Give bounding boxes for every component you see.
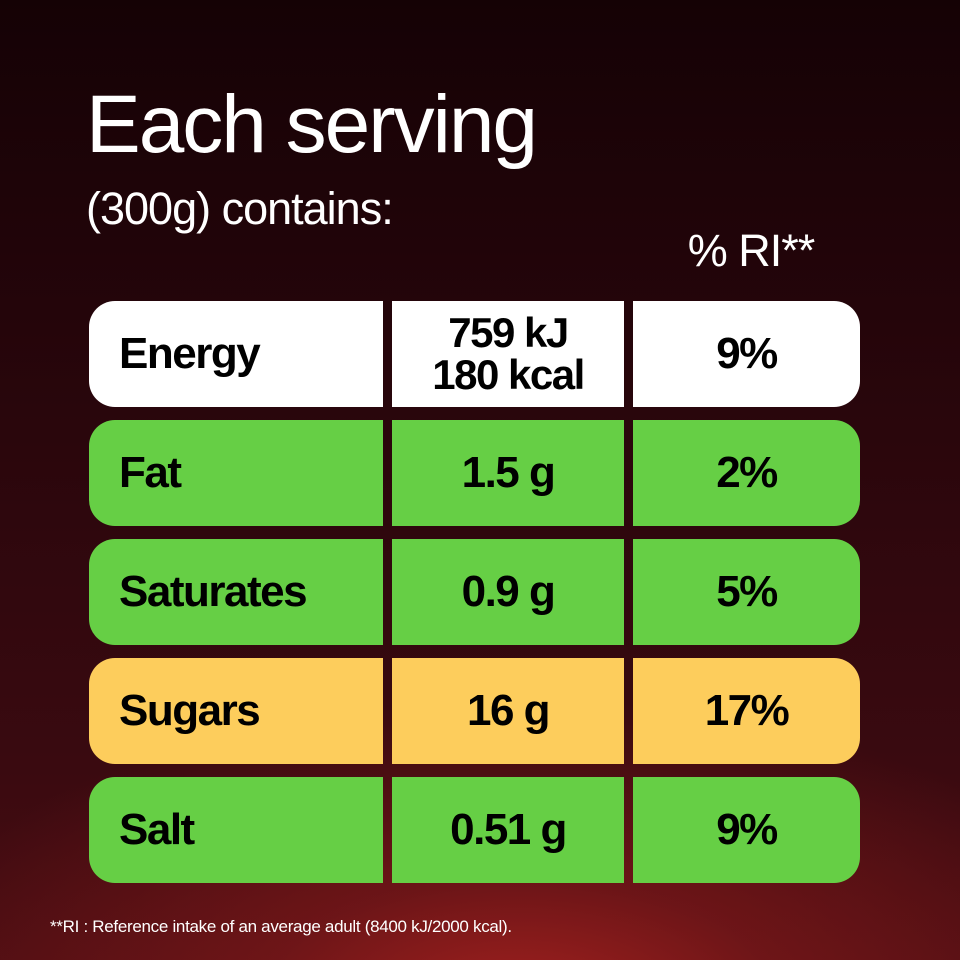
nutrient-name: Fat bbox=[89, 420, 383, 526]
nutrient-ri-percent: 5% bbox=[633, 539, 860, 645]
nutrient-name: Salt bbox=[89, 777, 383, 883]
nutrient-name: Sugars bbox=[89, 658, 383, 764]
nutrient-amount: 1.5 g bbox=[392, 420, 624, 526]
page-title: Each serving bbox=[86, 79, 538, 170]
energy-kcal-value: 180 kcal bbox=[432, 351, 585, 398]
energy-kj-value: 759 kJ bbox=[448, 309, 569, 356]
ri-footnote: **RI : Reference intake of an average ad… bbox=[50, 917, 512, 936]
nutrition-row-saturates: Saturates 0.9 g 5% bbox=[89, 539, 860, 645]
nutrient-ri-percent: 9% bbox=[633, 301, 860, 407]
nutrient-ri-percent: 2% bbox=[633, 420, 860, 526]
nutrient-amount: 0.51 g bbox=[392, 777, 624, 883]
nutrient-ri-percent: 9% bbox=[633, 777, 860, 883]
nutrition-row-energy: Energy 759 kJ 180 kcal 9% bbox=[89, 301, 860, 407]
nutrient-amount: 0.9 g bbox=[392, 539, 624, 645]
nutrient-name: Energy bbox=[89, 301, 383, 407]
nutrient-amount: 759 kJ 180 kcal bbox=[392, 301, 624, 407]
nutrient-amount: 16 g bbox=[392, 658, 624, 764]
nutrient-ri-percent: 17% bbox=[633, 658, 860, 764]
nutrition-row-fat: Fat 1.5 g 2% bbox=[89, 420, 860, 526]
nutrition-row-salt: Salt 0.51 g 9% bbox=[89, 777, 860, 883]
nutrition-row-sugars: Sugars 16 g 17% bbox=[89, 658, 860, 764]
nutrient-name: Saturates bbox=[89, 539, 383, 645]
ri-column-header: % RI** bbox=[687, 225, 816, 276]
nutrition-table: Energy 759 kJ 180 kcal 9% Fat 1.5 g 2% S… bbox=[89, 301, 860, 896]
page-subtitle: (300g) contains: bbox=[86, 183, 394, 234]
